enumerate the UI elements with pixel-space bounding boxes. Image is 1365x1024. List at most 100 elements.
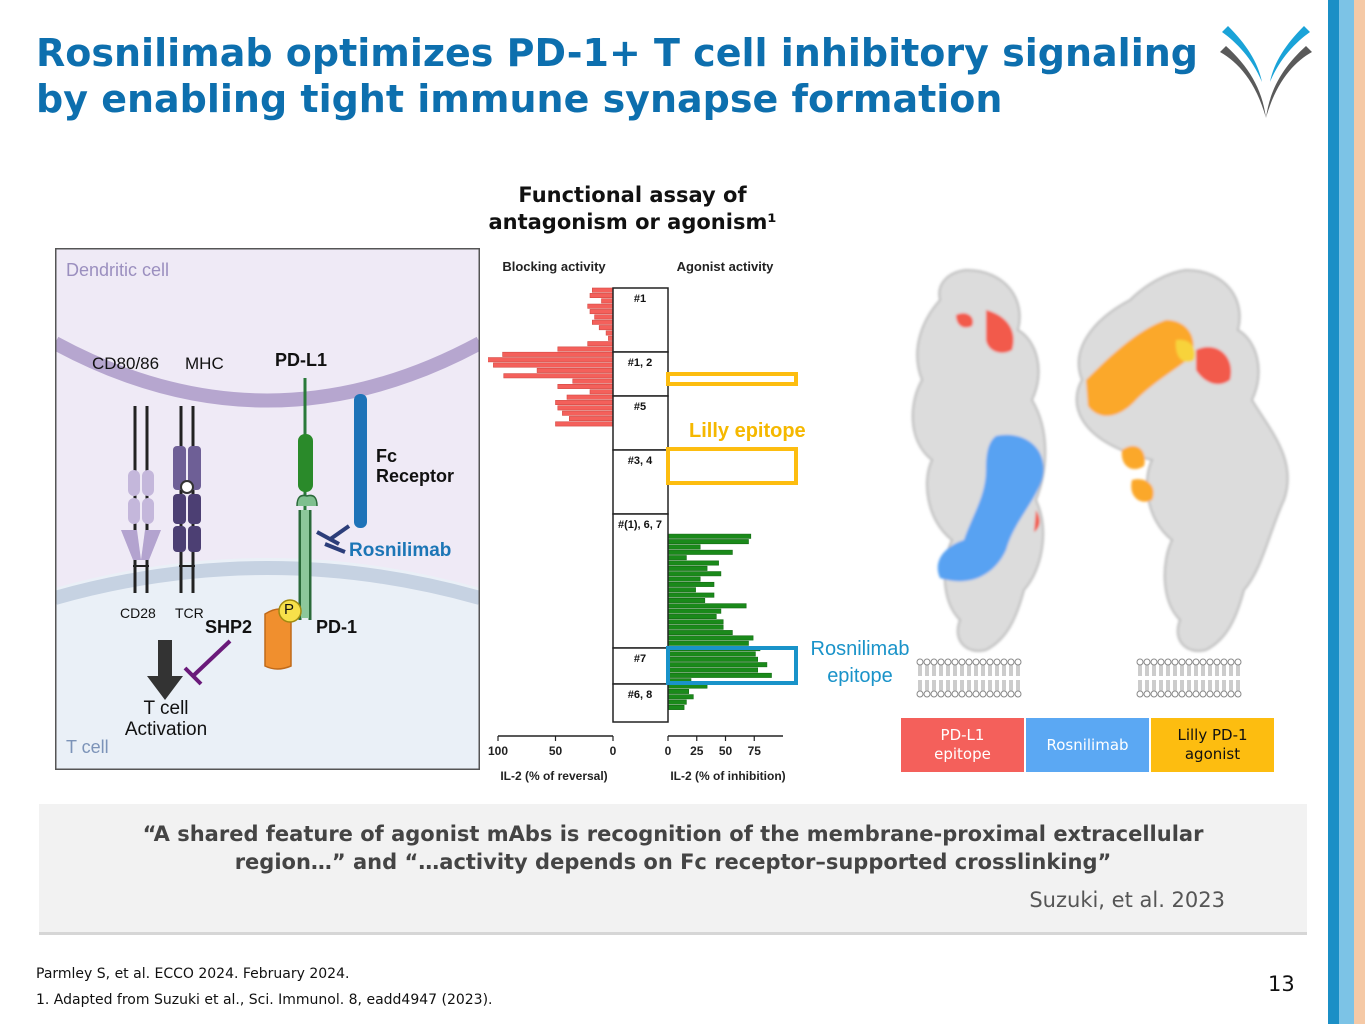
blocking-bar bbox=[555, 421, 614, 427]
blocking-bar bbox=[536, 367, 614, 373]
lilly-epitope-box-2 bbox=[666, 447, 798, 485]
agonist-bar bbox=[667, 587, 696, 593]
title-line-1: Rosnilimab optimizes PD-1+ T cell inhibi… bbox=[36, 31, 1198, 75]
epitope-group-box bbox=[612, 683, 669, 723]
lilly-epitope-label: Lilly epitope bbox=[689, 420, 806, 442]
t-cell-label: T cell bbox=[66, 737, 109, 757]
epitope-group-label: #7 bbox=[634, 653, 646, 665]
blocking-bar bbox=[572, 378, 614, 384]
blocking-bar bbox=[557, 346, 614, 352]
agonist-bar bbox=[667, 694, 694, 700]
blocking-bar bbox=[502, 351, 614, 357]
quote-box: “A shared feature of agonist mAbs is rec… bbox=[39, 804, 1307, 935]
epitope-group-box bbox=[612, 513, 669, 649]
pd-1-label: PD-1 bbox=[316, 617, 358, 637]
blocking-activity-title: Blocking activity bbox=[502, 259, 606, 274]
legend-lilly-pd-1-agonist: Lilly PD-1 agonist bbox=[1151, 718, 1274, 772]
agonist-bar bbox=[667, 544, 701, 550]
agonist-tick-label: 50 bbox=[719, 744, 733, 758]
protein-structure-rosnilimab bbox=[911, 268, 1047, 652]
shp2-label: SHP2 bbox=[205, 617, 253, 637]
blocking-tick-label: 0 bbox=[610, 744, 617, 758]
blocking-bar bbox=[562, 410, 614, 416]
agonist-bar bbox=[667, 704, 685, 710]
lilly-epitope-box-1 bbox=[666, 372, 798, 386]
blocking-tick-label: 100 bbox=[488, 744, 508, 758]
agonist-bar bbox=[667, 549, 733, 555]
agonist-tick-label: 25 bbox=[690, 744, 704, 758]
agonist-bar bbox=[667, 640, 749, 646]
epitope-group-label: #(1), 6, 7 bbox=[618, 519, 662, 531]
agonist-bar bbox=[667, 565, 708, 571]
t-cell-activation-label: T cell Activation bbox=[124, 698, 208, 740]
assay-title: Functional assay of antagonism or agonis… bbox=[488, 183, 777, 234]
blocking-tick-label: 50 bbox=[549, 744, 563, 758]
legend-pd-l1-epitope: PD-L1 epitope bbox=[901, 718, 1024, 772]
blocking-bar bbox=[589, 309, 614, 315]
agonist-activity-title: Agonist activity bbox=[677, 259, 775, 274]
epitope-group-label: #5 bbox=[634, 401, 646, 413]
agonist-bar bbox=[667, 597, 706, 603]
agonist-bar bbox=[667, 630, 733, 636]
slide-title: Rosnilimab optimizes PD-1+ T cell inhibi… bbox=[36, 30, 1216, 122]
agonist-bar bbox=[667, 672, 772, 678]
agonist-bar bbox=[667, 656, 758, 662]
blocking-bar bbox=[592, 319, 614, 325]
agonist-tick-label: 0 bbox=[665, 744, 672, 758]
immune-synapse-diagram: Dendritic cell T cell CD80/86 MHC PD-L1 … bbox=[55, 248, 480, 770]
epitope-group-box bbox=[612, 287, 669, 353]
blocking-bar bbox=[493, 362, 614, 368]
rosnilimab-label: Rosnilimab bbox=[349, 540, 452, 561]
agonist-bar bbox=[667, 560, 719, 566]
agonist-bar bbox=[667, 688, 690, 694]
agonist-bar bbox=[667, 608, 722, 614]
quote-text: “A shared feature of agonist mAbs is rec… bbox=[142, 822, 1204, 874]
blocking-bar bbox=[592, 287, 614, 293]
pd-l1-pd-1-pair bbox=[296, 378, 318, 620]
rosnilimab-epitope-label: Rosnilimab epitope bbox=[810, 638, 910, 687]
agonist-bar bbox=[667, 667, 758, 673]
activation-arrow-icon bbox=[147, 676, 183, 700]
agonist-bar bbox=[667, 603, 747, 609]
membrane-bilayer-icon bbox=[916, 658, 1022, 698]
blocking-bar bbox=[557, 384, 614, 389]
company-logo-icon bbox=[1220, 26, 1312, 118]
cd80-cd28-pair bbox=[121, 406, 161, 593]
epitope-group-box bbox=[612, 395, 669, 451]
dendritic-cell-label: Dendritic cell bbox=[66, 260, 170, 280]
dendritic-cell-membrane bbox=[55, 248, 480, 401]
membrane-bilayer-icon bbox=[1136, 658, 1242, 698]
agonist-bar bbox=[667, 571, 722, 577]
agonist-bar bbox=[667, 592, 715, 598]
reference-1: Parmley S, et al. ECCO 2024. February 20… bbox=[36, 966, 350, 982]
fc-receptor-label: Fc Receptor bbox=[376, 446, 455, 486]
rosnilimab-epitope-box bbox=[666, 646, 798, 685]
agonist-bar bbox=[667, 635, 754, 641]
shp2-protein bbox=[264, 608, 292, 670]
blocking-bar bbox=[605, 330, 614, 336]
agonist-bar bbox=[667, 555, 687, 561]
reference-2: 1. Adapted from Suzuki et al., Sci. Immu… bbox=[36, 992, 493, 1008]
agonist-tick-label: 75 bbox=[748, 744, 762, 758]
blocking-bar bbox=[555, 400, 614, 406]
fc-receptor bbox=[354, 394, 367, 528]
blocking-bar bbox=[594, 314, 614, 320]
agonist-bar bbox=[667, 651, 756, 657]
cd28-label: CD28 bbox=[120, 605, 156, 621]
side-stripe bbox=[1328, 0, 1365, 1024]
agonist-bar bbox=[667, 581, 715, 587]
functional-assay-chart: #1 #1, 2 #5 #3, 4 #(1), 6, 7 #7 #6, 8 Blocking… bbox=[488, 252, 833, 792]
title-line-2: by enabling tight immune synapse formati… bbox=[36, 77, 1003, 121]
pd-1-protein-structures bbox=[836, 260, 1316, 710]
tcr-label: TCR bbox=[175, 605, 204, 621]
agonist-bar bbox=[667, 533, 752, 539]
blocking-bar bbox=[587, 303, 614, 309]
blocking-bar bbox=[598, 325, 614, 331]
agonist-bar bbox=[667, 662, 768, 668]
inhibition-line bbox=[191, 639, 232, 678]
blocking-bar bbox=[569, 416, 614, 422]
blocking-bar bbox=[601, 298, 614, 304]
mhc-tcr-pair bbox=[173, 406, 201, 593]
agonist-bar bbox=[667, 699, 687, 705]
blocking-bar bbox=[557, 405, 614, 411]
